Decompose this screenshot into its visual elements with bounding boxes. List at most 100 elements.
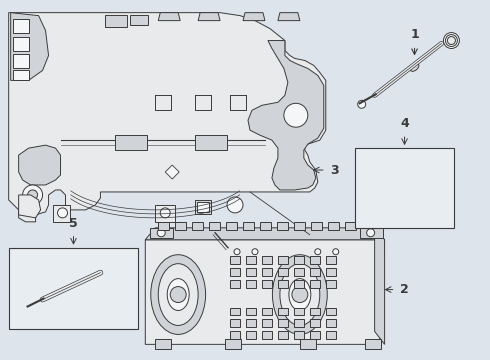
- Bar: [230, 307, 240, 315]
- Polygon shape: [165, 165, 179, 179]
- Bar: [262, 307, 272, 315]
- Bar: [294, 256, 304, 264]
- Bar: [294, 268, 304, 276]
- Circle shape: [315, 249, 321, 255]
- Circle shape: [284, 103, 308, 127]
- Bar: [262, 332, 272, 339]
- Bar: [326, 332, 336, 339]
- Bar: [225, 339, 241, 349]
- Ellipse shape: [151, 255, 206, 334]
- Bar: [310, 332, 320, 339]
- Bar: [326, 307, 336, 315]
- Polygon shape: [198, 13, 220, 21]
- Bar: [326, 268, 336, 276]
- Polygon shape: [248, 41, 324, 190]
- Circle shape: [333, 249, 339, 255]
- Text: 4: 4: [400, 117, 409, 130]
- Circle shape: [160, 208, 170, 218]
- Polygon shape: [375, 228, 385, 345]
- Bar: [246, 280, 256, 288]
- Bar: [230, 332, 240, 339]
- Bar: [13, 37, 28, 50]
- Bar: [278, 332, 288, 339]
- Circle shape: [22, 302, 32, 311]
- Circle shape: [230, 341, 236, 347]
- Polygon shape: [360, 228, 383, 238]
- Bar: [294, 222, 305, 230]
- Bar: [262, 319, 272, 328]
- Bar: [192, 222, 203, 230]
- Polygon shape: [158, 13, 180, 21]
- Bar: [246, 332, 256, 339]
- Ellipse shape: [272, 255, 327, 334]
- Bar: [310, 307, 320, 315]
- Circle shape: [23, 185, 43, 205]
- Bar: [230, 256, 240, 264]
- Bar: [243, 222, 254, 230]
- Bar: [310, 268, 320, 276]
- Bar: [260, 222, 271, 230]
- Bar: [195, 135, 227, 150]
- Ellipse shape: [167, 279, 189, 310]
- Polygon shape: [9, 13, 326, 222]
- Circle shape: [57, 208, 68, 218]
- Bar: [230, 319, 240, 328]
- Circle shape: [445, 35, 457, 46]
- Polygon shape: [150, 228, 173, 238]
- Bar: [175, 222, 186, 230]
- Bar: [345, 222, 356, 230]
- Circle shape: [170, 287, 186, 302]
- Circle shape: [305, 341, 311, 347]
- Bar: [310, 319, 320, 328]
- Polygon shape: [99, 264, 122, 276]
- Bar: [195, 200, 211, 214]
- Text: 2: 2: [399, 283, 408, 296]
- Circle shape: [227, 197, 243, 213]
- Polygon shape: [11, 13, 49, 80]
- Bar: [230, 280, 240, 288]
- Polygon shape: [155, 205, 175, 222]
- Bar: [328, 222, 339, 230]
- Ellipse shape: [280, 264, 320, 325]
- Bar: [277, 222, 288, 230]
- Bar: [311, 222, 322, 230]
- Bar: [326, 280, 336, 288]
- Bar: [13, 71, 28, 80]
- Bar: [365, 339, 381, 349]
- Polygon shape: [52, 205, 71, 222]
- Bar: [246, 268, 256, 276]
- Ellipse shape: [158, 264, 198, 325]
- Text: 1: 1: [410, 28, 419, 41]
- Bar: [209, 222, 220, 230]
- Bar: [326, 256, 336, 264]
- Bar: [300, 339, 316, 349]
- Polygon shape: [367, 168, 410, 203]
- Polygon shape: [145, 240, 385, 345]
- Polygon shape: [243, 13, 265, 21]
- Bar: [294, 332, 304, 339]
- Bar: [246, 256, 256, 264]
- Circle shape: [367, 229, 375, 237]
- Bar: [246, 307, 256, 315]
- Circle shape: [443, 32, 460, 49]
- Bar: [278, 307, 288, 315]
- Bar: [130, 15, 148, 24]
- Circle shape: [368, 183, 382, 197]
- Bar: [155, 339, 171, 349]
- Circle shape: [234, 249, 240, 255]
- Bar: [13, 54, 28, 68]
- Circle shape: [157, 229, 165, 237]
- Circle shape: [160, 341, 166, 347]
- Text: 3: 3: [330, 163, 339, 176]
- Polygon shape: [145, 228, 385, 240]
- Bar: [262, 256, 272, 264]
- Bar: [278, 280, 288, 288]
- Bar: [355, 148, 454, 228]
- Bar: [197, 202, 209, 212]
- Circle shape: [292, 287, 308, 302]
- Bar: [226, 222, 237, 230]
- Bar: [278, 319, 288, 328]
- Bar: [262, 268, 272, 276]
- Ellipse shape: [289, 279, 311, 310]
- Circle shape: [358, 100, 366, 108]
